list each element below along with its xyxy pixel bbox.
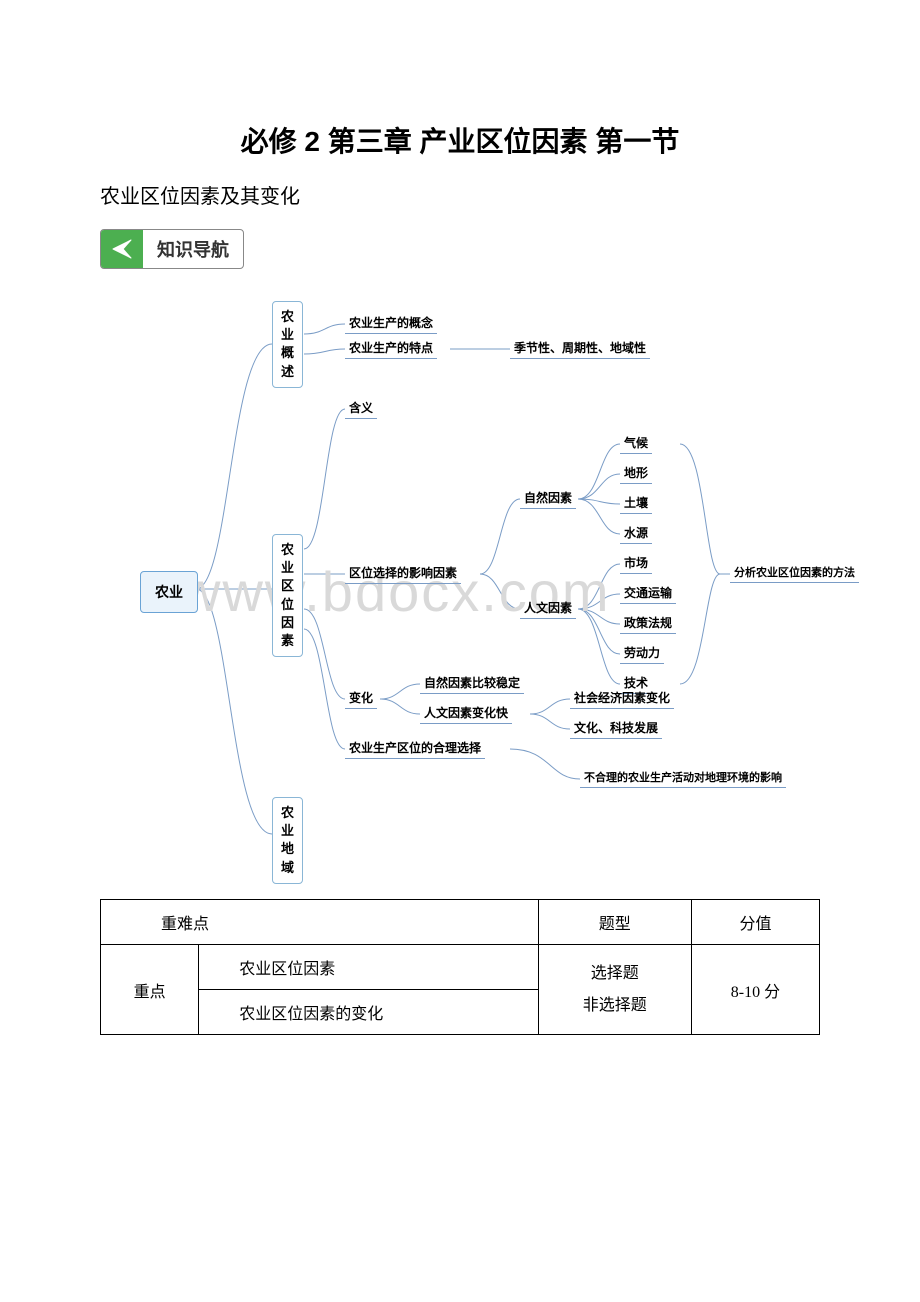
page-subtitle: 农业区位因素及其变化 (100, 180, 820, 209)
leaf-change: 变化 (345, 689, 377, 709)
char: 业 (281, 326, 294, 344)
leaf-soil: 土壤 (620, 494, 652, 514)
leaf-terrain: 地形 (620, 464, 652, 484)
qtype-b: 非选择题 (583, 997, 647, 1014)
leaf-natural-stable: 自然因素比较稳定 (420, 674, 524, 694)
th-score: 分值 (691, 900, 819, 945)
page-title: 必修 2 第三章 产业区位因素 第一节 (100, 120, 820, 160)
summary-table: 重难点 题型 分值 重点 农业区位因素 选择题 非选择题 8-10 分 农业区位… (100, 899, 820, 1035)
leaf-concept: 农业生产的概念 (345, 314, 437, 334)
leaf-water: 水源 (620, 524, 652, 544)
leaf-market: 市场 (620, 554, 652, 574)
char: 位 (281, 596, 294, 614)
char: 农 (281, 804, 294, 822)
char: 概 (281, 344, 294, 362)
mindmap: www.bdocx.com (100, 289, 820, 879)
knowledge-banner: 知识导航 (100, 229, 244, 269)
leaf-policy: 政策法规 (620, 614, 676, 634)
leaf-climate: 气候 (620, 434, 652, 454)
char: 地 (281, 840, 294, 858)
leaf-features: 农业生产的特点 (345, 339, 437, 359)
leaf-transport: 交通运输 (620, 584, 676, 604)
leaf-method: 分析农业区位因素的方法 (730, 564, 859, 583)
table-row: 重点 农业区位因素 选择题 非选择题 8-10 分 (101, 945, 820, 990)
th-type: 题型 (538, 900, 691, 945)
leaf-meaning: 含义 (345, 399, 377, 419)
td-topic-b: 农业区位因素的变化 (199, 990, 538, 1035)
section-factors: 农 业 区 位 因 素 (272, 534, 303, 657)
td-score: 8-10 分 (691, 945, 819, 1035)
leaf-features-detail: 季节性、周期性、地域性 (510, 339, 650, 359)
char: 因 (281, 614, 294, 632)
td-key: 重点 (101, 945, 199, 1035)
section-region: 农 业 地 域 (272, 797, 303, 884)
table-row: 重难点 题型 分值 (101, 900, 820, 945)
qtype-a: 选择题 (591, 965, 639, 982)
root-node: 农业 (140, 571, 198, 613)
td-topic-a: 农业区位因素 (199, 945, 538, 990)
section-overview: 农 业 概 述 (272, 301, 303, 388)
char: 农 (281, 308, 294, 326)
leaf-socio-econ: 社会经济因素变化 (570, 689, 674, 709)
char: 业 (281, 559, 294, 577)
char: 述 (281, 363, 294, 381)
char: 域 (281, 859, 294, 877)
leaf-factors: 区位选择的影响因素 (345, 564, 461, 584)
char: 素 (281, 632, 294, 650)
leaf-natural: 自然因素 (520, 489, 576, 509)
char: 农 (281, 541, 294, 559)
leaf-impact: 不合理的农业生产活动对地理环境的影响 (580, 769, 786, 788)
leaf-culture-tech: 文化、科技发展 (570, 719, 662, 739)
leaf-human: 人文因素 (520, 599, 576, 619)
banner-icon (101, 230, 143, 268)
char: 业 (281, 822, 294, 840)
leaf-rational: 农业生产区位的合理选择 (345, 739, 485, 759)
leaf-labor: 劳动力 (620, 644, 664, 664)
banner-text: 知识导航 (143, 230, 243, 268)
td-qtype: 选择题 非选择题 (538, 945, 691, 1035)
th-difficulty: 重难点 (101, 900, 539, 945)
char: 区 (281, 577, 294, 595)
leaf-human-fast: 人文因素变化快 (420, 704, 512, 724)
